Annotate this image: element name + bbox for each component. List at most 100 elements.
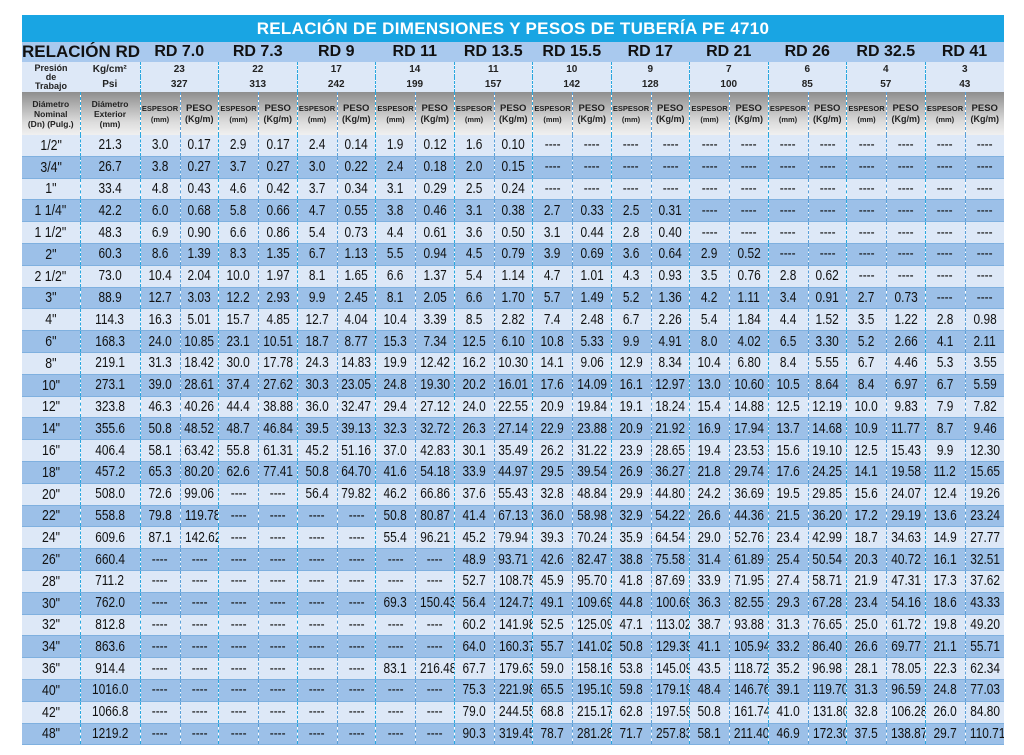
espesor-cell: 4.3	[610, 265, 651, 288]
peso-cell: 17.94	[729, 417, 768, 441]
outer-diameter-cell: 914.4	[79, 657, 140, 680]
peso-cell: ----	[886, 135, 925, 157]
espesor-cell: 33.9	[453, 461, 494, 484]
peso-cell: ----	[258, 483, 297, 506]
espesor-cell: 4.1	[924, 330, 965, 353]
peso-cell: 160.37	[493, 635, 533, 659]
espesor-cell: 58.1	[139, 439, 180, 462]
peso-cell: ----	[807, 221, 847, 244]
cell-value: 2"	[45, 245, 57, 263]
espesor-cell: 41.8	[610, 570, 651, 593]
cell-value: 1066.8	[91, 704, 129, 721]
espesor-cell: ----	[139, 657, 180, 680]
espesor-unit: (mm)	[778, 114, 798, 124]
cell-value: 3.5	[858, 311, 875, 328]
cell-value: 3.7	[230, 159, 247, 176]
espesor-cell: 26.9	[610, 461, 651, 484]
peso-cell: ----	[336, 526, 376, 550]
espesor-cell: 32.8	[532, 483, 573, 506]
peso-cell: ----	[415, 548, 454, 571]
peso-cell: ----	[179, 723, 219, 746]
cell-value: 54.18	[419, 464, 450, 481]
cell-value: ----	[230, 486, 247, 503]
cell-value: 2.7	[544, 202, 561, 219]
peso-cell: 96.98	[807, 657, 847, 680]
espesor-cell: 15.4	[689, 396, 730, 419]
cell-value: 22.55	[498, 398, 529, 415]
cell-value: 24.2	[697, 486, 722, 503]
cell-value: ----	[858, 246, 875, 263]
cell-value: 4.46	[894, 355, 918, 372]
rd-group-header: RD 15.5	[532, 42, 611, 62]
peso-cell: 22.55	[493, 396, 533, 419]
espesor-cell: ----	[218, 483, 259, 506]
cell-value: 2.93	[266, 289, 290, 306]
espesor-cell: 55.7	[532, 635, 573, 659]
peso-cell: 6.97	[886, 374, 925, 397]
cell-value: 50.8	[619, 638, 643, 655]
espesor-cell: 18.7	[846, 526, 887, 550]
espesor-cell: 2.7	[532, 199, 573, 223]
cell-value: 3.8	[387, 202, 404, 219]
espesor-cell: 8.4	[846, 374, 887, 397]
nominal-diameter-cell: 4"	[22, 308, 80, 332]
cell-value: 5.2	[858, 333, 875, 350]
espesor-label: ESPESOR	[926, 103, 964, 113]
cell-value: 0.73	[894, 289, 918, 306]
peso-cell: ----	[886, 156, 925, 179]
espesor-cell: 5.4	[453, 265, 494, 288]
cell-value: 0.62	[815, 268, 839, 285]
espesor-cell: ----	[218, 570, 259, 593]
espesor-cell: ----	[296, 526, 337, 550]
cell-value: ----	[780, 246, 796, 263]
cell-value: 23.24	[969, 507, 1000, 524]
cell-value: ----	[191, 573, 208, 590]
espesor-cell: 16.1	[610, 374, 651, 397]
espesor-cell: 31.4	[689, 548, 730, 571]
table-row: 36" 914.4 ---- ---- ---- ---- ---- ---- 83.1 216.…	[22, 657, 1004, 680]
cell-value: 10.8	[540, 333, 565, 350]
cell-value: ----	[387, 704, 404, 721]
cell-value: 19.8	[933, 616, 957, 633]
espesor-unit: (mm)	[386, 114, 405, 124]
cell-value: 50.8	[697, 704, 722, 721]
cell-value: 44.97	[498, 464, 529, 481]
cell-value: 1.36	[658, 289, 682, 306]
espesor-cell: 59.8	[610, 679, 651, 702]
cell-value: 58.71	[812, 573, 843, 590]
cell-value: 47.1	[619, 616, 643, 633]
cell-value: 56.4	[305, 486, 329, 503]
cell-value: 39.1	[776, 682, 800, 699]
peso-cell: 0.12	[415, 135, 454, 157]
peso-unit: (Kg/m)	[499, 114, 528, 124]
cell-value: ----	[780, 202, 796, 219]
peso-cell: 27.14	[493, 417, 533, 441]
outer-diameter-cell: 26.7	[79, 156, 140, 179]
espesor-cell: ----	[924, 265, 965, 288]
peso-cell: ----	[964, 156, 1004, 179]
peso-cell: 2.04	[179, 265, 219, 288]
title-row: RELACIÓN DE DIMENSIONES Y PESOS DE TUBER…	[22, 15, 1004, 42]
espesor-cell: 2.5	[610, 199, 651, 223]
cell-value: 0.43	[187, 180, 211, 197]
cell-value: 36.69	[733, 486, 764, 503]
espesor-cell: 6.9	[139, 221, 180, 244]
peso-cell: ----	[336, 679, 376, 702]
peso-cell: 1.22	[886, 308, 925, 332]
nominal-diameter-cell: 40"	[22, 679, 80, 702]
espesor-cell: 26.3	[453, 417, 494, 441]
cell-value: 82.47	[576, 551, 607, 568]
cell-value: ----	[191, 638, 208, 655]
nominal-diameter-cell: 1/2"	[22, 135, 80, 157]
espesor-cell: 12.5	[767, 396, 808, 419]
cell-value: 1219.2	[91, 725, 129, 742]
cell-value: 4.8	[151, 180, 169, 197]
cell-value: 0.64	[658, 246, 682, 263]
cell-value: ----	[230, 616, 247, 633]
cell-value: 9.46	[973, 420, 997, 437]
cell-value: 53.8	[619, 660, 643, 677]
peso-cell: 52.76	[729, 526, 768, 550]
peso-cell: 145.09	[650, 657, 690, 680]
cell-value: 5.59	[973, 377, 997, 394]
cell-value: ----	[269, 507, 286, 524]
